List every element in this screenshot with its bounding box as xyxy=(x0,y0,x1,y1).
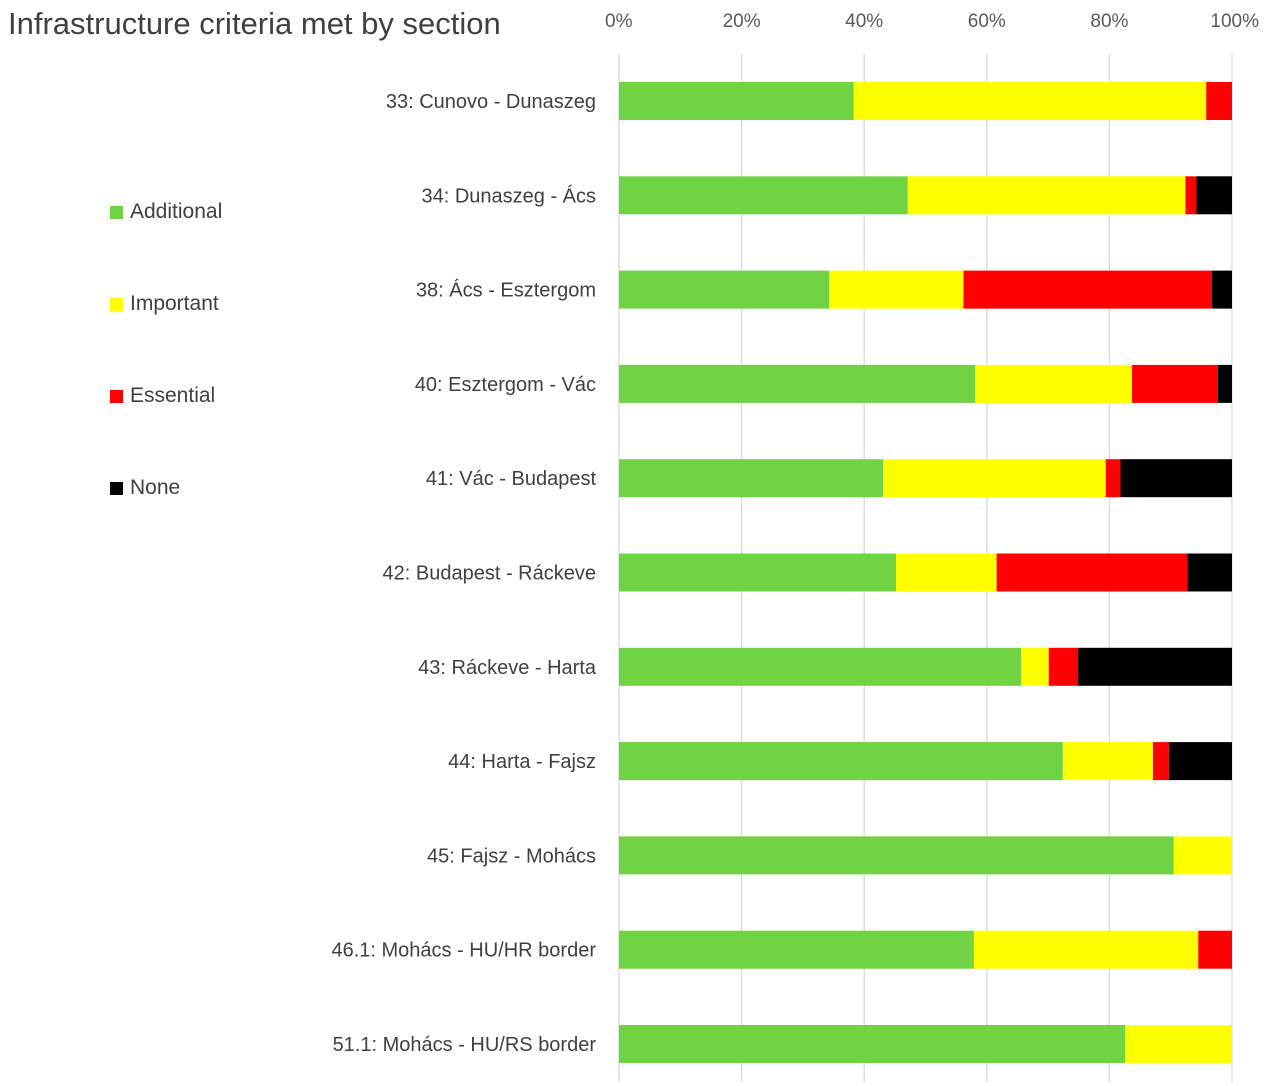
legend-label: None xyxy=(130,476,181,499)
category-label: 40: Esztergom - Vác xyxy=(415,374,596,396)
bar-segment-none xyxy=(1120,459,1232,498)
x-tick-label: 80% xyxy=(1090,11,1128,32)
category-label: 34: Dunaszeg - Ács xyxy=(421,184,596,207)
category-label: 43: Ráckeve - Harta xyxy=(418,657,597,679)
legend-label: Essential xyxy=(130,384,216,407)
bar-segment-essential xyxy=(1206,82,1232,120)
bar-segment-important xyxy=(907,176,1186,215)
bar-segment-none xyxy=(1217,364,1232,403)
bar-segment-additional xyxy=(619,647,1022,686)
bar-segment-additional xyxy=(619,176,908,215)
category-label: 46.1: Mohács - HU/HR border xyxy=(331,940,596,962)
legend-item: Essential xyxy=(110,350,222,442)
bar-segment-important xyxy=(1021,647,1049,686)
category-label: 44: Harta - Fajsz xyxy=(448,751,596,773)
bar-segment-additional xyxy=(619,930,974,969)
legend-swatch xyxy=(110,297,123,311)
bar-segment-additional xyxy=(619,836,1174,875)
bar-segment-essential xyxy=(1198,930,1232,969)
bar-segment-none xyxy=(1196,176,1232,215)
bar-segment-additional xyxy=(619,270,830,309)
bar-segment-important xyxy=(896,553,997,592)
bar-segment-important xyxy=(973,930,1199,969)
bar-segment-important xyxy=(975,364,1133,403)
category-label: 51.1: Mohács - HU/RS border xyxy=(333,1034,597,1056)
category-label: 45: Fajsz - Mohács xyxy=(427,845,596,867)
x-tick-label: 0% xyxy=(605,11,633,32)
x-tick-label: 40% xyxy=(845,11,883,32)
category-label: 41: Vác - Budapest xyxy=(426,468,597,490)
legend-label: Important xyxy=(130,292,219,315)
chart-title: Infrastructure criteria met by section xyxy=(8,6,501,41)
bar-segment-none xyxy=(1211,270,1232,309)
bar-segment-essential xyxy=(996,553,1188,592)
bar-segment-essential xyxy=(1185,176,1197,215)
bar-segment-essential xyxy=(1105,459,1121,498)
category-label: 42: Budapest - Ráckeve xyxy=(383,563,596,585)
bar-segment-essential xyxy=(1132,364,1218,403)
legend-swatch xyxy=(110,389,123,403)
bar-segment-none xyxy=(1168,742,1232,781)
bar-segment-additional xyxy=(619,1025,1126,1063)
bar-segment-essential xyxy=(1048,647,1079,686)
bar-segment-essential xyxy=(1152,742,1169,781)
bar-segment-additional xyxy=(619,364,976,403)
bar-segment-additional xyxy=(619,459,884,498)
legend-item: None xyxy=(110,442,222,534)
bar-segment-essential xyxy=(963,270,1212,309)
bar-segment-important xyxy=(883,459,1106,498)
legend-item: Important xyxy=(110,258,222,350)
category-label: 33: Cunovo - Dunaszeg xyxy=(386,91,596,113)
bar-segment-important xyxy=(1173,836,1232,875)
x-tick-label: 20% xyxy=(723,11,761,32)
category-label: 38: Ács - Esztergom xyxy=(416,279,596,302)
bar-segment-important xyxy=(1062,742,1153,781)
legend: Additional Important Essential None xyxy=(110,166,222,534)
bar-segment-important xyxy=(853,82,1207,120)
x-tick-label: 60% xyxy=(968,11,1006,32)
legend-label: Additional xyxy=(130,200,223,223)
bar-segment-none xyxy=(1078,647,1232,686)
bar-segment-important xyxy=(829,270,964,309)
bar-segment-additional xyxy=(619,742,1063,781)
x-tick-label: 100% xyxy=(1210,11,1259,32)
legend-item: Additional xyxy=(110,166,222,258)
legend-swatch xyxy=(110,205,123,219)
bar-segment-additional xyxy=(619,553,897,592)
bar-segment-important xyxy=(1125,1025,1232,1063)
bar-segment-additional xyxy=(619,82,854,120)
bar-segment-none xyxy=(1187,553,1232,592)
legend-swatch xyxy=(110,481,123,495)
